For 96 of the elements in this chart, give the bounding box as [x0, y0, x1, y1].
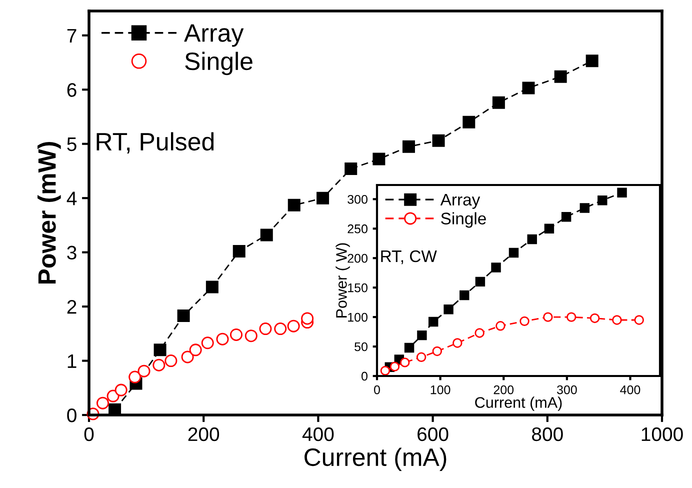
- point: [428, 316, 438, 327]
- y-tick-label: 250: [348, 224, 368, 234]
- y-tick-label: 1: [68, 354, 76, 368]
- point: [417, 330, 427, 340]
- point: [590, 313, 600, 324]
- legend-label: Single: [441, 212, 486, 228]
- x-tick-label: 100: [430, 385, 450, 394]
- point: [475, 276, 486, 287]
- point: [189, 344, 202, 356]
- point: [380, 366, 390, 376]
- point: [520, 316, 530, 326]
- point: [634, 315, 644, 325]
- point: [496, 321, 506, 331]
- point: [404, 342, 414, 353]
- point: [206, 280, 218, 294]
- point: [154, 344, 166, 356]
- point: [492, 96, 505, 109]
- point: [543, 312, 553, 322]
- point: [474, 328, 484, 338]
- point: [400, 358, 410, 368]
- point: [617, 188, 627, 198]
- point: [586, 54, 598, 68]
- y-tick-label: 7: [67, 29, 76, 42]
- x-tick-label: 200: [494, 385, 514, 394]
- point: [566, 312, 576, 322]
- point: [232, 244, 246, 258]
- point: [128, 370, 142, 384]
- x-axis-title: Current (mA): [475, 396, 562, 411]
- point: [598, 195, 608, 206]
- point: [460, 290, 470, 300]
- point: [316, 192, 330, 204]
- point: [508, 248, 519, 258]
- point: [259, 322, 272, 336]
- y-tick-label: 0: [362, 372, 368, 381]
- point: [114, 384, 128, 396]
- y-axis-title: Power (mW): [38, 142, 61, 284]
- y-tick-label: 150: [348, 283, 368, 292]
- point: [288, 198, 300, 212]
- point: [612, 315, 622, 325]
- point: [527, 234, 537, 244]
- y-tick-label: 100: [348, 312, 368, 322]
- y-tick-label: 300: [348, 194, 368, 204]
- point: [152, 358, 166, 372]
- x-tick-label: 300: [556, 385, 577, 394]
- y-tick-label: 2: [67, 300, 76, 314]
- point: [544, 224, 554, 234]
- annotation: RT, CW: [381, 250, 437, 264]
- point: [301, 312, 314, 325]
- point: [432, 346, 442, 356]
- x-tick-label: 0: [374, 385, 380, 394]
- point: [390, 362, 400, 372]
- point: [522, 82, 535, 94]
- point: [416, 352, 426, 362]
- point: [244, 330, 258, 342]
- point: [274, 322, 287, 336]
- y-tick-label: 6: [67, 83, 76, 97]
- x-tick-label: 800: [532, 427, 563, 442]
- y-tick-label: 200: [348, 254, 368, 263]
- annotation: RT, Pulsed: [96, 132, 214, 154]
- y-tick-label: 5: [67, 138, 76, 152]
- y-tick-label: 0: [67, 408, 76, 422]
- y-tick-label: 50: [354, 342, 368, 352]
- point: [402, 140, 415, 153]
- point: [580, 203, 590, 213]
- x-tick-label: 200: [188, 427, 220, 442]
- point: [164, 354, 178, 368]
- x-tick-label: 600: [418, 427, 448, 442]
- point: [230, 328, 243, 341]
- point: [138, 364, 150, 378]
- point: [554, 70, 567, 83]
- point: [106, 390, 120, 402]
- x-tick-label: 1000: [642, 427, 683, 442]
- point: [372, 152, 386, 166]
- y-tick-label: 3: [67, 246, 76, 260]
- point: [216, 332, 229, 346]
- x-tick-label: 400: [302, 427, 334, 442]
- point: [181, 350, 194, 364]
- legend-label: Array: [440, 194, 480, 209]
- legend-label: Single: [185, 52, 252, 76]
- x-tick-label: 400: [620, 385, 640, 394]
- point: [96, 396, 110, 410]
- x-axis-title: Current (mA): [304, 448, 446, 471]
- x-tick-label: 0: [84, 427, 94, 442]
- point: [177, 310, 190, 322]
- point: [462, 116, 476, 128]
- y-tick-label: 4: [66, 192, 77, 206]
- point: [444, 304, 454, 314]
- point: [491, 262, 501, 272]
- point: [452, 338, 462, 348]
- point: [432, 134, 445, 147]
- point: [201, 336, 214, 350]
- legend-label: Array: [184, 24, 244, 47]
- point: [260, 228, 273, 242]
- point: [344, 162, 358, 176]
- point: [287, 320, 300, 332]
- point: [561, 212, 572, 222]
